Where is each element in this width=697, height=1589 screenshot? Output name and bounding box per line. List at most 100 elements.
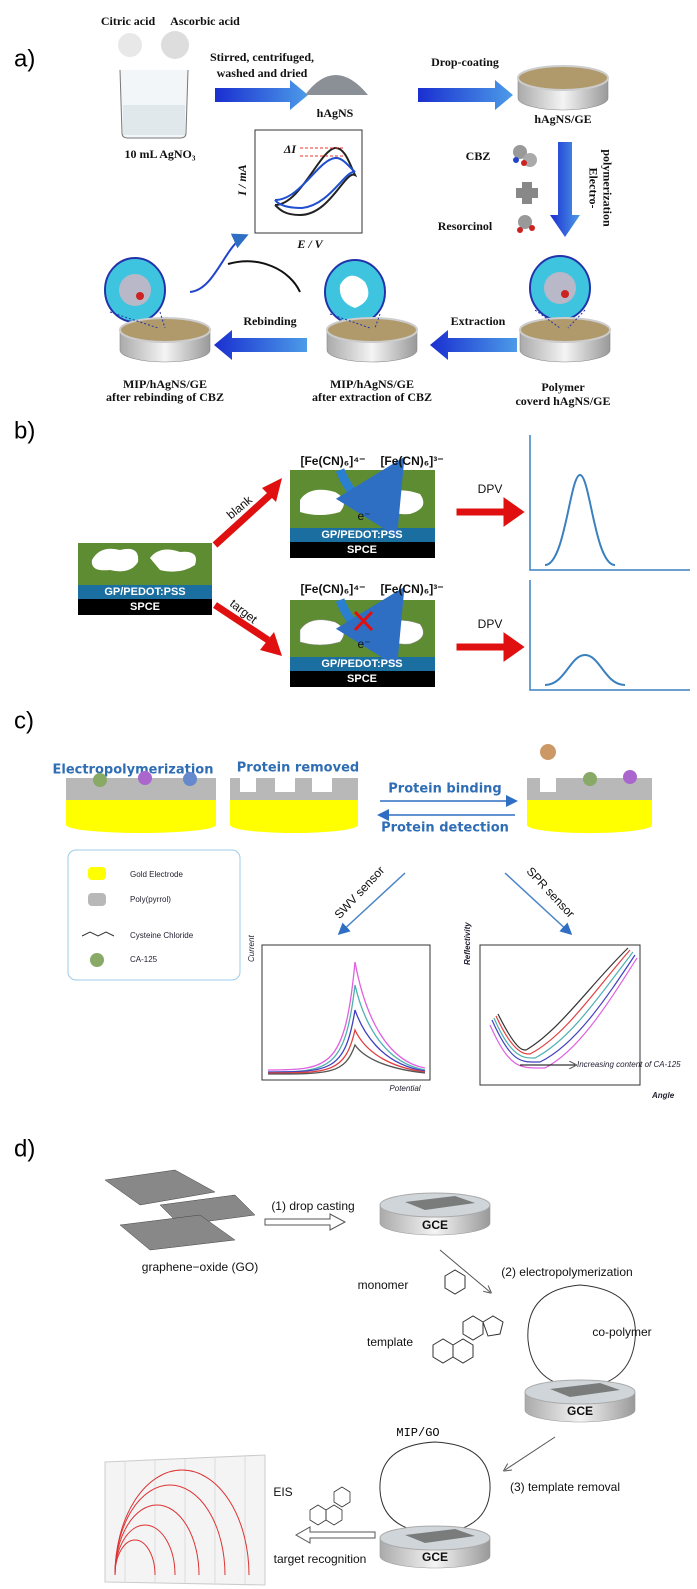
- panel-label: b): [14, 417, 35, 444]
- step-label: Electropolymerization: [52, 763, 213, 778]
- eis-plot: [104, 1454, 266, 1586]
- layer-label: GP/PEDOT:PSS: [321, 529, 402, 541]
- axis-label: I / mA: [235, 164, 249, 196]
- method-label: DPV: [478, 482, 503, 496]
- sensor-label: SPR sensor: [524, 864, 578, 920]
- step-label: polymerization: [600, 149, 614, 227]
- panel-label: c): [14, 707, 34, 734]
- arrow: [505, 1436, 556, 1470]
- legend-label: CA-125: [130, 955, 158, 964]
- legend-label: Poly(pyrrol): [130, 895, 171, 904]
- legend-box: [67, 849, 241, 981]
- arrow: [504, 872, 573, 936]
- step-label: Protein detection: [381, 821, 509, 836]
- plot-axes: [529, 580, 690, 691]
- electrode: [519, 317, 611, 363]
- beaker-label: 10 mL AgNO₃: [125, 147, 196, 161]
- electrode-label: GCE: [422, 1218, 448, 1232]
- arrow: [264, 1213, 347, 1231]
- material-label: co-polymer: [592, 1325, 651, 1339]
- plot-label: EIS: [273, 1485, 292, 1499]
- branch-label: blank: [224, 492, 256, 522]
- material-label: hAgNS: [317, 106, 354, 120]
- step-label: target recognition: [274, 1552, 367, 1566]
- zoom-lines: [109, 309, 586, 329]
- electrode-label: Polymer: [541, 380, 585, 394]
- ion-label: [Fe(CN)₆]⁴⁻: [300, 582, 365, 596]
- step-label: Protein binding: [388, 782, 501, 797]
- sensor-stack: [290, 456, 435, 558]
- reagent-label: template: [367, 1335, 413, 1349]
- axis-label: Potential: [389, 1084, 420, 1093]
- arrow: [215, 80, 308, 110]
- step-label: Extraction: [451, 314, 506, 328]
- arrow: [439, 1249, 490, 1292]
- electrode-label: MIP/hAgNS/GE: [330, 377, 414, 391]
- template-structure: [432, 1315, 504, 1364]
- cv-curves: [274, 147, 358, 217]
- electrode-label: after rebinding of CBZ: [106, 390, 224, 404]
- beaker: [118, 31, 189, 139]
- arrow: [212, 492, 273, 548]
- arrow: [456, 632, 525, 662]
- legend-swatch: [90, 953, 104, 967]
- sensor-stack: [290, 586, 435, 687]
- electrode-label: after extraction of CBZ: [312, 390, 432, 404]
- powder: [305, 75, 368, 95]
- step-label: Protein removed: [237, 761, 359, 776]
- panel-label: a): [14, 45, 35, 72]
- axis-label: E / V: [296, 237, 323, 251]
- template-structure: [309, 1486, 351, 1526]
- reagent-label: Resorcinol: [438, 219, 493, 233]
- legend-swatch: [81, 931, 115, 937]
- step-label: (1) drop casting: [271, 1199, 354, 1213]
- step-label: Rebinding: [243, 314, 296, 328]
- layer-label: GP/PEDOT:PSS: [104, 586, 185, 598]
- legend-label: Gold Electrode: [130, 870, 183, 879]
- spr-plot-frame: [479, 944, 641, 1086]
- step-label: Stirred, centrifuged,: [210, 50, 314, 64]
- curved-arrow: [189, 233, 249, 293]
- plot-axes: [529, 435, 690, 571]
- axis-label: Current: [247, 935, 256, 962]
- reagent-label: monomer: [358, 1278, 409, 1292]
- annotation: ΔI: [283, 142, 298, 156]
- monomer-structure: [444, 1269, 466, 1295]
- step-label: Electro-: [586, 167, 600, 208]
- molecule: [513, 145, 537, 167]
- legend-label: Cysteine Chloride: [130, 931, 194, 940]
- step-label: washed and dried: [217, 66, 308, 80]
- electron-label: e⁻: [357, 637, 370, 651]
- electrode: [326, 317, 418, 363]
- gold-electrodes: [66, 744, 652, 834]
- step-label: (3) template removal: [510, 1480, 620, 1494]
- reagent-label: CBZ: [466, 149, 491, 163]
- material-label: MIP/GO: [396, 1426, 439, 1440]
- molecule: [517, 215, 535, 233]
- swv-curves: [267, 961, 426, 1075]
- sensor-label: SWV sensor: [332, 863, 388, 921]
- arrow: [456, 497, 525, 527]
- arrow: [550, 142, 580, 237]
- legend-swatch: [88, 893, 106, 906]
- electrode: [517, 65, 609, 111]
- curved-line: [227, 260, 301, 293]
- sensor-stack: [78, 543, 212, 615]
- step-label: (2) electropolymerization: [501, 1265, 632, 1279]
- zoom-bubbles: [104, 255, 591, 325]
- step-label: Drop-coating: [431, 55, 499, 69]
- arrowhead: [262, 478, 282, 502]
- ion-label: [Fe(CN)₆]⁴⁻: [300, 454, 365, 468]
- electrode-label: hAgNS/GE: [534, 112, 591, 126]
- dpv-peak: [544, 653, 626, 686]
- electron-label: e⁻: [357, 509, 370, 523]
- arrow: [213, 602, 270, 643]
- ion-label: [Fe(CN)₆]³⁻: [380, 582, 443, 596]
- arrow: [294, 1526, 376, 1544]
- electrode-label: coverd hAgNS/GE: [515, 394, 610, 408]
- layer-label: SPCE: [347, 673, 377, 685]
- axis-label: Angle: [651, 1091, 675, 1100]
- plus-icon: [516, 182, 538, 204]
- cv-plot-frame: [254, 129, 363, 234]
- electrode-label: GCE: [422, 1550, 448, 1564]
